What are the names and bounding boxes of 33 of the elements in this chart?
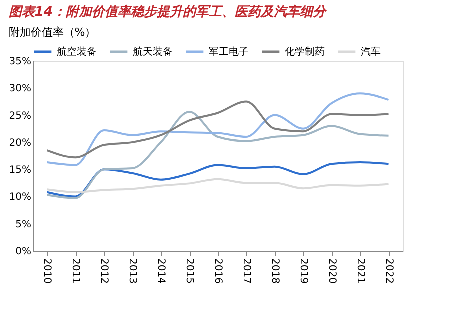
legend-label: 航空装备 (57, 46, 97, 58)
x-tick-label: 2016 (212, 258, 224, 284)
line-series (46, 100, 390, 159)
x-tick-label: 2010 (42, 258, 53, 284)
legend-label: 航天装备 (133, 46, 173, 58)
legend-label: 化学制药 (285, 46, 325, 58)
chart-title: 图表14：附加价值率稳步提升的军工、医药及汽车细分 (8, 4, 328, 20)
y-tick-label: 20% (9, 138, 32, 149)
chart-subtitle: 附加价值率（%） (8, 26, 96, 39)
legend-label: 军工电子 (209, 46, 249, 58)
y-tick-label: 5% (16, 219, 32, 230)
y-tick-label: 10% (9, 192, 32, 204)
x-tick-label: 2013 (127, 258, 138, 284)
line-series (46, 111, 390, 200)
line-series (46, 178, 390, 194)
y-tick-label: 0% (16, 246, 32, 258)
x-tick-label: 2020 (326, 258, 338, 284)
legend-label: 汽车 (361, 46, 381, 58)
x-tick-label: 2011 (70, 258, 82, 284)
y-tick-label: 30% (9, 84, 32, 95)
x-tick-label: 2018 (269, 258, 280, 284)
y-tick-label: 25% (9, 110, 32, 122)
line-series (46, 162, 390, 198)
x-tick-label: 2012 (98, 258, 110, 284)
x-tick-label: 2014 (156, 258, 167, 284)
y-tick-label: 15% (9, 165, 32, 176)
x-tick-label: 2022 (383, 258, 394, 284)
x-tick-label: 2021 (354, 258, 366, 284)
x-tick-label: 2017 (240, 258, 252, 284)
x-tick-label: 2019 (298, 258, 309, 284)
y-tick-label: 35% (9, 56, 32, 68)
line-series (46, 92, 390, 166)
x-tick-label: 2015 (184, 258, 196, 284)
